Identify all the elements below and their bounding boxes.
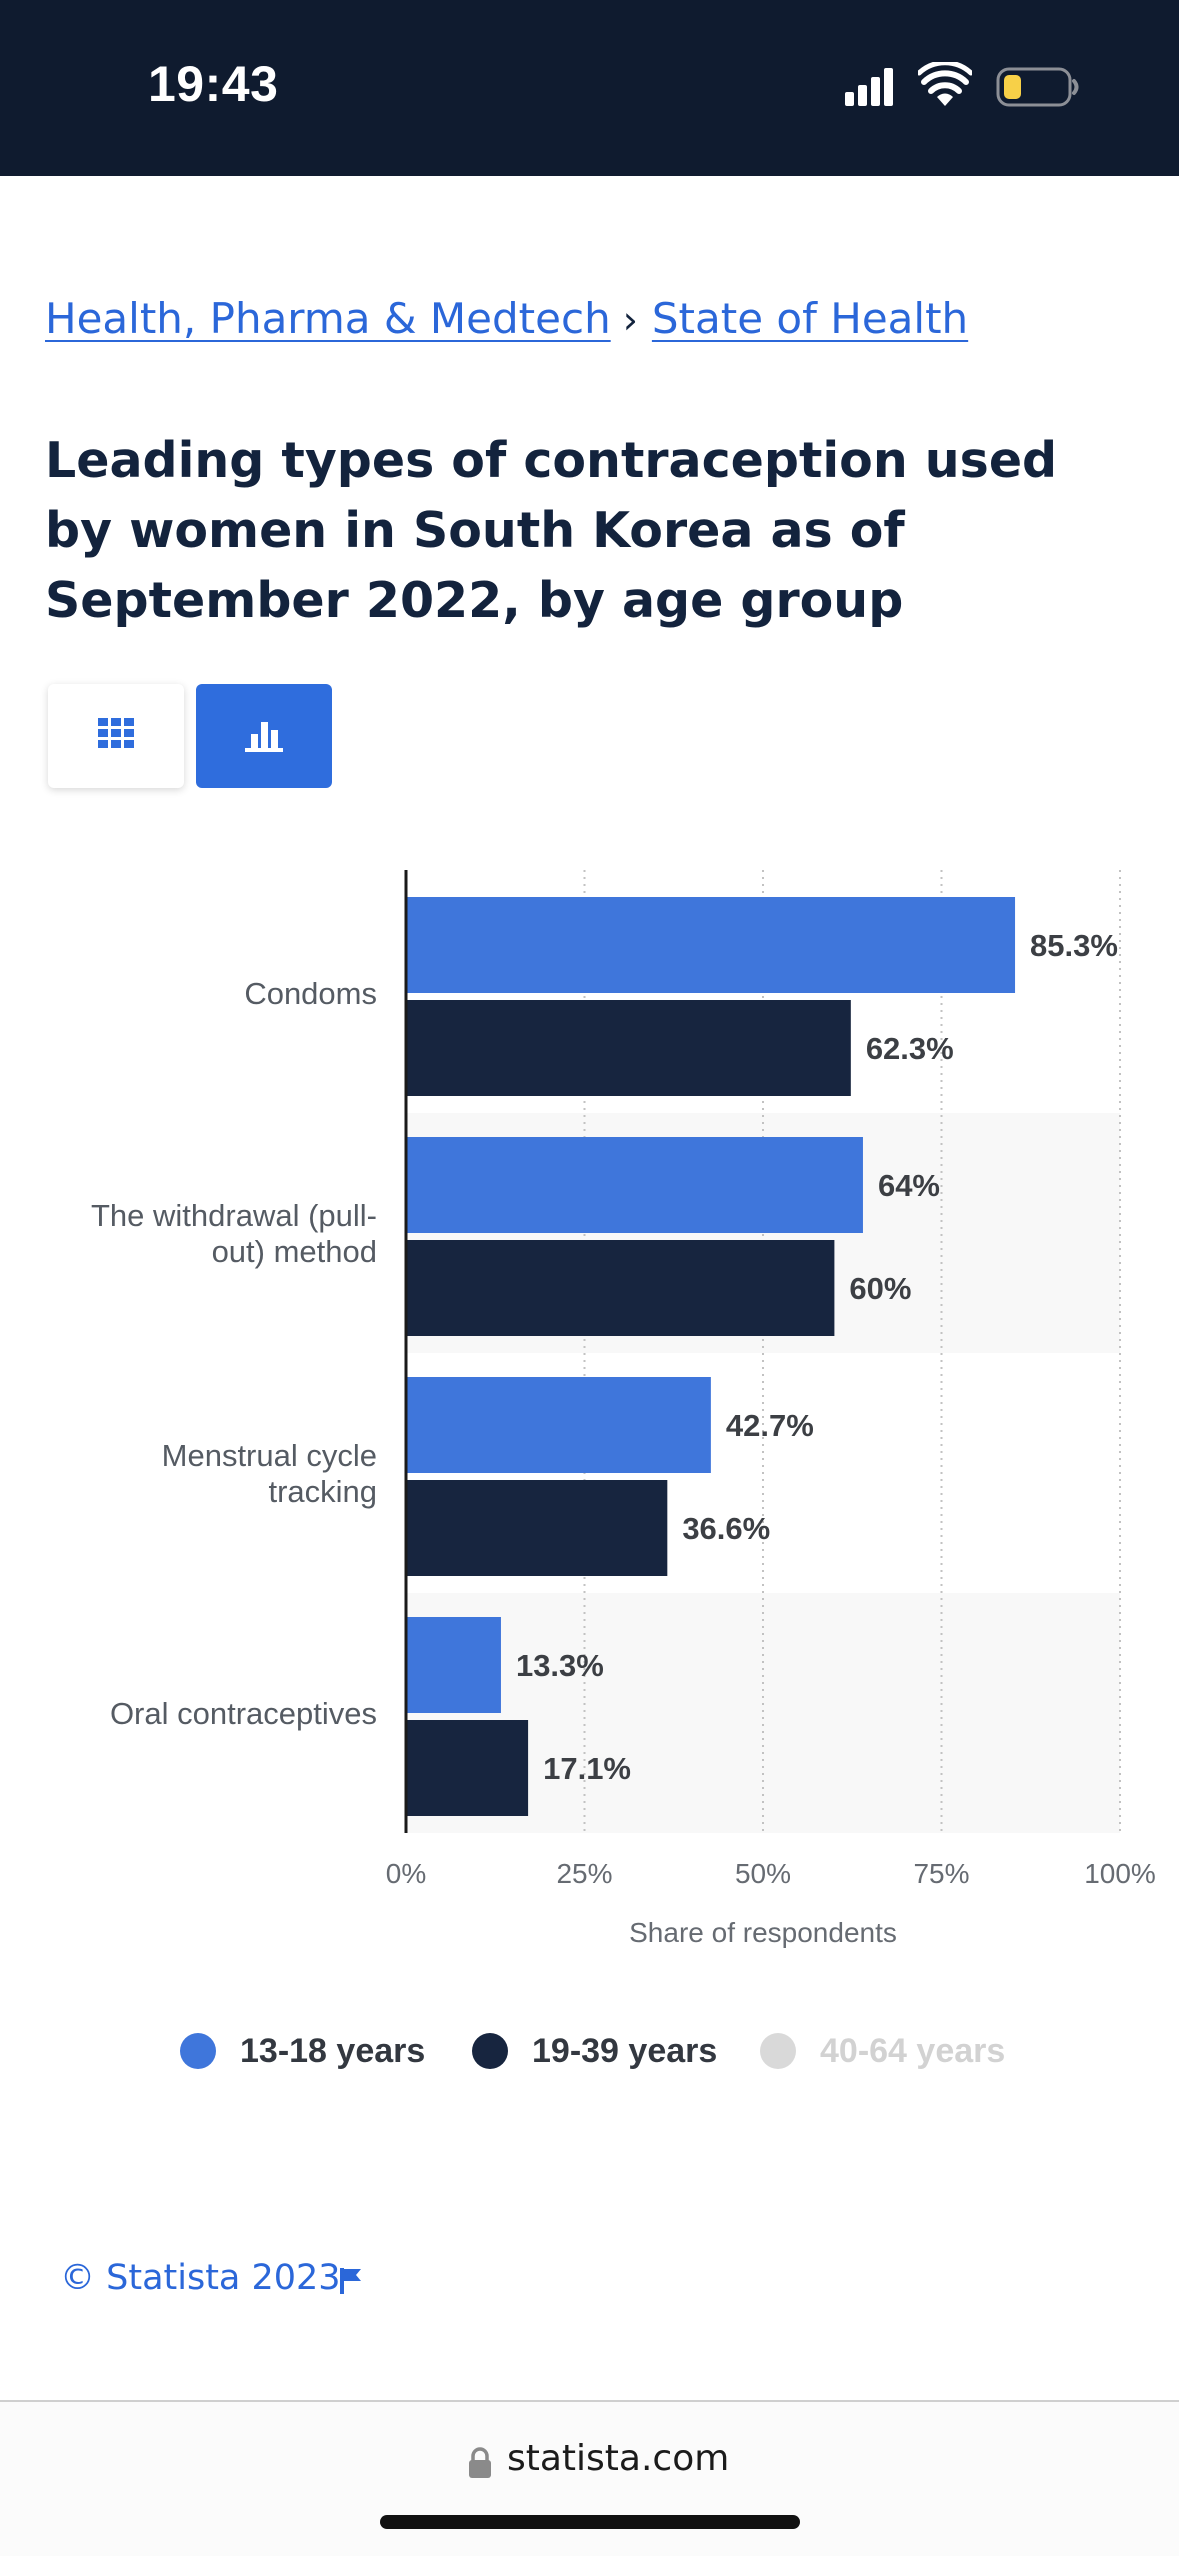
x-tick-label: 25% xyxy=(556,1858,612,1889)
table-grid-icon xyxy=(98,718,134,748)
legend-label-19-39: 19-39 years xyxy=(532,2032,718,2070)
legend-label-40-64: 40-64 years xyxy=(820,2032,1006,2070)
bar-13-18 xyxy=(406,1377,711,1473)
legend-dot-19-39 xyxy=(472,2033,508,2069)
data-label: 17.1% xyxy=(543,1751,631,1786)
x-tick-label: 0% xyxy=(386,1858,426,1889)
legend-label-13-18: 13-18 years xyxy=(240,2032,426,2070)
status-bar: 19:43 xyxy=(0,0,1179,176)
data-label: 42.7% xyxy=(726,1408,814,1443)
bar-13-18 xyxy=(406,1617,501,1713)
data-label: 36.6% xyxy=(682,1511,770,1546)
cellular-signal-icon xyxy=(845,66,893,106)
breadcrumb-link-state-of-health[interactable]: State of Health xyxy=(651,294,969,343)
data-label: 85.3% xyxy=(1030,928,1118,963)
bar-chart: 85.3% 64% 42.7% 13.3% 62.3% 60% 36.6% 17.1% Cond… xyxy=(91,870,1156,1948)
home-indicator[interactable] xyxy=(380,2515,800,2529)
bar-chart-icon xyxy=(245,722,283,752)
bar-19-39 xyxy=(406,1000,851,1096)
battery-icon xyxy=(996,67,1079,107)
url-text[interactable]: statista.com xyxy=(507,2438,730,2479)
url-bar-divider xyxy=(0,2400,1179,2402)
flag-report-icon[interactable] xyxy=(337,2266,363,2296)
lock-icon xyxy=(469,2447,491,2478)
legend-dot-40-64 xyxy=(760,2033,796,2069)
page-title: Leading types of contraception used by w… xyxy=(45,432,1058,629)
bar-19-39 xyxy=(406,1720,529,1816)
wifi-icon xyxy=(918,62,972,106)
category-label: Menstrual cycle tracking xyxy=(162,1438,377,1509)
legend-dot-13-18 xyxy=(180,2033,216,2069)
breadcrumb-link-health-pharma-medtech[interactable]: Health, Pharma & Medtech xyxy=(45,294,611,343)
data-label: 64% xyxy=(878,1168,940,1203)
x-tick-label: 75% xyxy=(913,1858,969,1889)
breadcrumb-separator: › xyxy=(622,298,638,342)
category-label: Oral contraceptives xyxy=(110,1696,377,1731)
table-view-button[interactable] xyxy=(48,684,184,788)
data-label: 60% xyxy=(849,1271,911,1306)
status-time: 19:43 xyxy=(148,56,279,112)
bar-19-39 xyxy=(406,1480,668,1576)
x-axis-title: Share of respondents xyxy=(629,1917,897,1948)
bar-19-39 xyxy=(406,1240,835,1336)
chart-view-button[interactable] xyxy=(196,684,332,788)
breadcrumb: Health, Pharma & Medtech › State of Health xyxy=(45,294,968,343)
x-tick-label: 100% xyxy=(1084,1858,1156,1889)
browser-url-bar[interactable] xyxy=(0,2402,1179,2556)
bar-13-18 xyxy=(406,1137,863,1233)
bar-13-18 xyxy=(406,897,1016,993)
statista-copyright-link[interactable]: © Statista 2023 xyxy=(60,2258,341,2298)
category-label: Condoms xyxy=(244,976,377,1011)
category-label: The withdrawal (pull-out) method xyxy=(91,1198,377,1269)
data-label: 62.3% xyxy=(866,1031,954,1066)
x-tick-label: 50% xyxy=(735,1858,791,1889)
data-label: 13.3% xyxy=(516,1648,604,1683)
